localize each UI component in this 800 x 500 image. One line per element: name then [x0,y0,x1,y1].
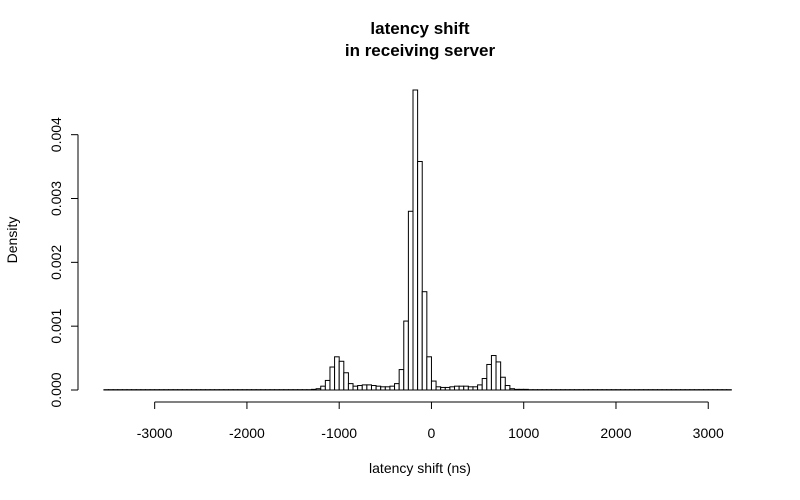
histogram-bar [389,385,396,391]
histogram-bar [398,369,405,391]
histogram-bar [449,386,456,391]
histogram-bar [417,160,423,391]
histogram-bar [407,210,414,391]
histogram-bar [366,384,372,391]
histogram-bar [430,380,437,391]
histogram-bar [513,388,520,391]
histogram-bar [403,320,409,391]
histogram-bar [458,385,465,391]
histogram-bar [357,385,363,391]
y-axis: 0.000 0.001 0.002 0.003 0.004 [48,117,79,408]
y-tick-label: 0.003 [48,181,64,216]
y-tick-label: 0.000 [48,372,64,407]
x-tick-label: -1000 [321,425,357,441]
histogram-bar [472,386,479,391]
histogram-bar [361,384,368,391]
histogram-bar [324,379,331,391]
histogram-bar [338,360,345,391]
histogram-bar [518,388,525,391]
histogram-bar [440,386,446,391]
x-tick-label: 3000 [693,425,724,441]
chart-title-line: latency shift [370,19,470,38]
histogram-bar [444,386,451,391]
histogram-bar [370,385,377,391]
histogram-bar [380,386,386,391]
histogram-bar [421,291,428,391]
histogram-bar [343,372,349,391]
x-tick-label: 1000 [508,425,539,441]
histogram-bar [463,385,469,391]
histogram-bar [334,356,340,391]
histogram-bar [320,385,326,391]
histogram-bar [311,388,317,391]
histogram-bar [315,388,322,391]
histogram-bar [477,384,483,391]
histogram-bar [523,388,529,391]
histogram-bar [352,385,359,391]
histogram-bar [384,386,391,391]
x-tick-label: 0 [428,425,436,441]
y-axis-label: Density [4,217,20,264]
histogram-bar [467,386,474,391]
histogram-bars [103,89,732,391]
histogram-bar [490,355,497,391]
histogram-bar [500,376,506,391]
histogram-bar [504,385,511,391]
y-tick-label: 0.004 [48,117,64,152]
y-tick-label: 0.001 [48,308,64,343]
histogram-bar [426,356,432,391]
histogram-bar [347,383,354,391]
histogram-bar [329,366,336,391]
y-tick-label: 0.002 [48,245,64,280]
histogram-bar [495,361,502,391]
histogram-bar [394,383,400,391]
x-axis-label: latency shift (ns) [369,460,471,476]
histogram-bar [412,89,419,391]
histogram-bar [375,385,382,391]
x-tick-label: 2000 [600,425,631,441]
x-tick-label: -3000 [137,425,173,441]
x-axis: -3000 -2000 -1000 0 1000 2000 3000 [137,401,724,441]
histogram-bar [509,388,515,391]
chart-title-line: in receiving server [345,41,496,60]
histogram-bar [486,363,492,391]
histogram-bar [435,386,442,391]
histogram-bar [481,378,488,391]
x-tick-label: -2000 [229,425,265,441]
histogram-bar [454,385,460,391]
